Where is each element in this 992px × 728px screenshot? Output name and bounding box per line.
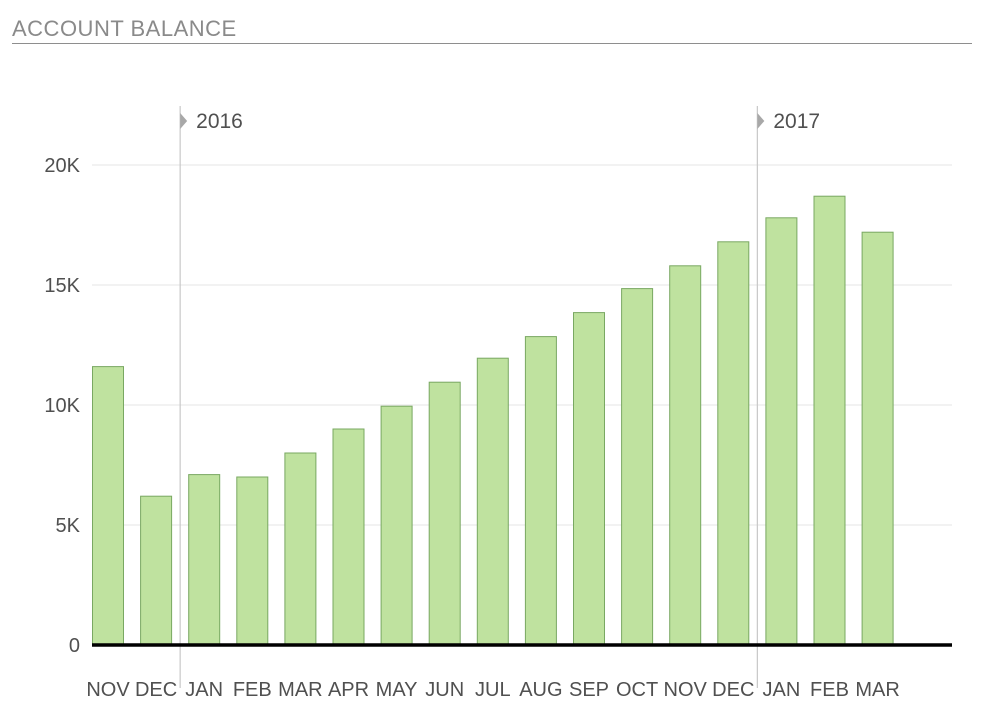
- bar: [573, 312, 605, 646]
- x-tick-label: DEC: [712, 679, 754, 701]
- x-tick-label: NOV: [664, 679, 708, 701]
- bar: [140, 495, 173, 646]
- year-marker-label: 2016: [196, 110, 243, 133]
- bar: [717, 241, 750, 646]
- x-tick-label: JUL: [475, 679, 511, 701]
- y-tick-label: 0: [69, 635, 80, 657]
- bar: [284, 452, 317, 646]
- x-tick-label: NOV: [86, 679, 130, 701]
- bar: [524, 336, 557, 646]
- y-axis-labels: 0 5K 10K 15K 20K: [44, 155, 80, 657]
- y-tick-label: 10K: [44, 395, 80, 417]
- bar: [332, 428, 365, 646]
- chart-header: ACCOUNT BALANCE: [12, 16, 972, 44]
- bar: [669, 265, 702, 646]
- x-tick-label: MAR: [278, 679, 322, 701]
- gridlines: [92, 164, 952, 526]
- bar: [236, 476, 269, 646]
- chart-title: ACCOUNT BALANCE: [12, 16, 237, 41]
- bar: [476, 357, 509, 646]
- year-marker-arrow-icon: [757, 113, 765, 129]
- bars: [92, 195, 952, 647]
- x-tick-label: MAR: [855, 679, 899, 701]
- x-tick-label: APR: [328, 679, 369, 701]
- x-tick-label: AUG: [519, 679, 562, 701]
- x-tick-label: OCT: [616, 679, 658, 701]
- bar: [813, 195, 846, 646]
- year-markers: 2016 2017: [179, 106, 820, 688]
- bar: [428, 381, 461, 646]
- x-tick-label: FEB: [810, 679, 849, 701]
- x-tick-label: MAY: [376, 679, 418, 701]
- bar: [765, 217, 798, 646]
- x-tick-label: JAN: [185, 679, 223, 701]
- x-tick-label: JAN: [763, 679, 801, 701]
- bar: [188, 474, 221, 646]
- x-axis-labels: NOV DEC JAN FEB MAR APR MAY JUN JUL AUG SEP OCT NOV D…: [86, 679, 899, 701]
- bar: [621, 288, 654, 646]
- year-marker-label: 2017: [773, 110, 820, 133]
- x-tick-label: JUN: [425, 679, 464, 701]
- x-tick-label: SEP: [569, 679, 609, 701]
- y-tick-label: 15K: [44, 275, 80, 297]
- y-tick-label: 20K: [44, 155, 80, 177]
- bar: [380, 405, 413, 646]
- bar: [92, 366, 124, 646]
- bar: [861, 231, 894, 646]
- x-tick-label: DEC: [135, 679, 177, 701]
- y-tick-label: 5K: [56, 515, 81, 537]
- year-marker-arrow-icon: [180, 113, 188, 129]
- x-tick-label: FEB: [233, 679, 272, 701]
